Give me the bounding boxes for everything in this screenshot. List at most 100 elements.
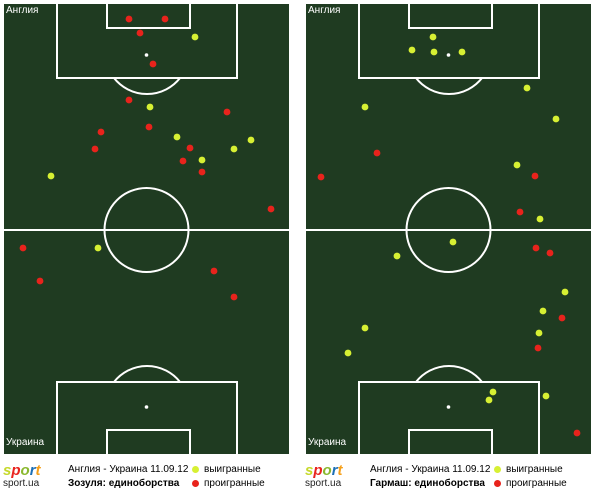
duel-won-marker <box>430 48 438 56</box>
logo-letter: s <box>305 462 314 479</box>
duel-won-marker <box>94 244 102 252</box>
legend-lost: проигранные <box>192 478 265 489</box>
duel-won-marker <box>408 46 416 54</box>
duel-lost-marker <box>179 157 187 165</box>
bottom-penalty-arc <box>415 365 483 383</box>
center-circle <box>103 187 190 273</box>
duel-lost-marker <box>145 123 153 131</box>
bottom-penalty-box <box>56 381 238 454</box>
pitch-markings <box>306 4 591 454</box>
duel-lost-marker <box>532 244 540 252</box>
duel-lost-marker <box>198 168 206 176</box>
logo-domain: sport.ua <box>305 478 342 489</box>
bottom-penalty-spot <box>144 405 149 409</box>
duel-lost-marker <box>97 128 105 136</box>
duel-won-marker <box>247 136 255 144</box>
duel-lost-marker <box>125 96 133 104</box>
legend-lost-dot-icon <box>494 480 501 487</box>
top-team-label: Англия <box>6 5 39 16</box>
duel-won-marker <box>191 33 199 41</box>
duel-lost-marker <box>149 60 157 68</box>
duel-won-marker <box>230 145 238 153</box>
bottom-penalty-spot <box>446 405 451 409</box>
duel-won-marker <box>429 33 437 41</box>
logo-domain: sport.ua <box>3 478 40 489</box>
logo-letter: t <box>337 462 343 479</box>
duel-won-marker <box>535 329 543 337</box>
duel-won-marker <box>198 156 206 164</box>
panel-footer: sport sport.ua Англия - Украина 11.09.12… <box>0 460 293 492</box>
pitch <box>304 2 593 456</box>
duel-won-marker <box>542 392 550 400</box>
bottom-goal-box <box>408 429 493 454</box>
top-penalty-arc <box>113 77 181 95</box>
bottom-goal-box <box>106 429 191 454</box>
center-circle <box>405 187 492 273</box>
duel-won-marker <box>146 103 154 111</box>
duel-won-marker <box>485 396 493 404</box>
duel-won-marker <box>561 288 569 296</box>
player-subtitle: Зозуля: единоборства <box>68 478 180 489</box>
legend-won-label: выигранные <box>506 464 563 475</box>
duel-won-marker <box>344 349 352 357</box>
legend-won: выигранные <box>494 464 563 475</box>
duel-won-marker <box>361 103 369 111</box>
logo-letter: r <box>29 462 36 479</box>
duel-won-marker <box>489 388 497 396</box>
duel-lost-marker <box>230 293 238 301</box>
duel-lost-marker <box>516 208 524 216</box>
duel-lost-marker <box>558 314 566 322</box>
bottom-penalty-arc <box>113 365 181 383</box>
logo-letter: r <box>331 462 338 479</box>
panel-footer: sport sport.ua Англия - Украина 11.09.12… <box>302 460 595 492</box>
top-penalty-box <box>358 4 540 79</box>
duel-lost-marker <box>91 145 99 153</box>
duel-won-marker <box>449 238 457 246</box>
duel-won-marker <box>458 48 466 56</box>
logo-letter: p <box>11 462 21 479</box>
duel-lost-marker <box>36 277 44 285</box>
top-penalty-arc <box>415 77 483 95</box>
duel-lost-marker <box>186 144 194 152</box>
match-title: Англия - Украина 11.09.12 <box>68 464 189 475</box>
duel-markers <box>19 15 275 301</box>
pitch <box>2 2 291 456</box>
logo-letter: t <box>35 462 41 479</box>
legend-won: выигранные <box>192 464 261 475</box>
pitch-markings <box>4 4 289 454</box>
top-team-label: Англия <box>308 5 341 16</box>
sport-logo: sport sport.ua <box>2 462 62 492</box>
right-panel: Англия Украина sport sport.ua Англия - У… <box>302 0 595 492</box>
logo-word: sport <box>305 462 343 479</box>
logo-letter: s <box>3 462 12 479</box>
duel-lost-marker <box>223 108 231 116</box>
logo-letter: o <box>20 462 30 479</box>
bottom-team-label: Украина <box>308 437 347 448</box>
duel-lost-marker <box>210 267 218 275</box>
top-goal-box <box>106 4 191 29</box>
duel-lost-marker <box>531 172 539 180</box>
top-penalty-spot <box>144 53 149 57</box>
duel-lost-marker <box>317 173 325 181</box>
legend-won-dot-icon <box>192 466 199 473</box>
duel-lost-marker <box>161 15 169 23</box>
duel-lost-marker <box>373 149 381 157</box>
duel-won-marker <box>393 252 401 260</box>
left-panel: Англия Украина sport sport.ua Англия - У… <box>0 0 293 492</box>
duel-lost-marker <box>573 429 581 437</box>
duel-won-marker <box>513 161 521 169</box>
duel-markers <box>317 33 581 437</box>
logo-letter: p <box>313 462 323 479</box>
duel-lost-marker <box>534 344 542 352</box>
duel-lost-marker <box>546 249 554 257</box>
legend-won-label: выигранные <box>204 464 261 475</box>
legend-lost-dot-icon <box>192 480 199 487</box>
legend-lost-label: проигранные <box>204 478 265 489</box>
sport-logo: sport sport.ua <box>304 462 364 492</box>
player-subtitle: Гармаш: единоборства <box>370 478 485 489</box>
duel-won-marker <box>536 215 544 223</box>
top-penalty-box <box>56 4 238 79</box>
top-goal-box <box>408 4 493 29</box>
top-penalty-spot <box>446 53 451 57</box>
duel-won-marker <box>523 84 531 92</box>
